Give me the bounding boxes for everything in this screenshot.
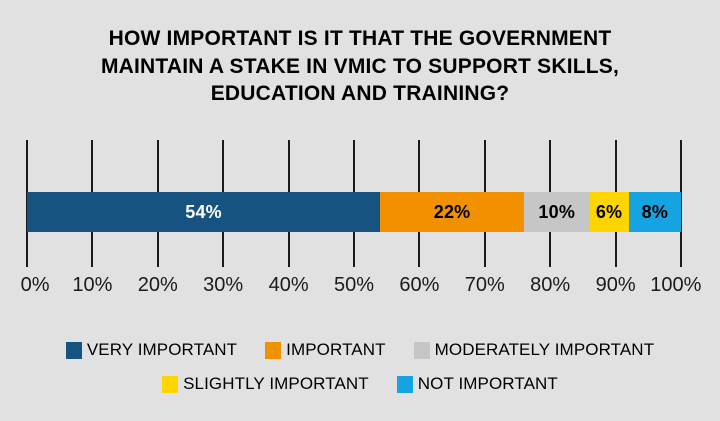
legend-swatch-icon bbox=[396, 375, 413, 393]
legend-item-slightly-important: SLIGHTLY IMPORTANT bbox=[162, 374, 369, 394]
bar-segment-important: 22% bbox=[380, 192, 525, 232]
legend-label: IMPORTANT bbox=[286, 340, 386, 359]
legend-row-2: SLIGHTLY IMPORTANT NOT IMPORTANT bbox=[162, 374, 558, 394]
bar-segment-value-label: 8% bbox=[641, 201, 669, 222]
legend-row-1: VERY IMPORTANT IMPORTANT MODERATELY IMPORT… bbox=[65, 340, 655, 360]
x-tick-label-0-: 0% bbox=[20, 274, 50, 296]
bar-segment-not-important: 8% bbox=[628, 192, 681, 232]
bar-segment-value-label: 54% bbox=[185, 201, 222, 222]
x-tick-label-90-: 90% bbox=[595, 274, 636, 296]
x-tick-label-80-: 80% bbox=[530, 274, 571, 296]
x-tick-label-60-: 60% bbox=[399, 274, 440, 296]
x-tick-label-40-: 40% bbox=[268, 274, 309, 296]
bar-segment-moderately-important: 10% bbox=[524, 192, 590, 232]
chart-title-line-3: EDUCATION AND TRAINING? bbox=[210, 82, 510, 105]
bar-segment-value-label: 22% bbox=[433, 201, 471, 222]
legend-item-moderately-important: MODERATELY IMPORTANT bbox=[413, 340, 655, 360]
x-tick-label-10-: 10% bbox=[72, 274, 113, 296]
x-axis-tick-labels: 0% 10% 20% 30% 40% 50% 60% 70% 80% 90% 100% bbox=[21, 274, 702, 298]
legend-swatch-icon bbox=[265, 341, 282, 359]
legend-swatch-icon bbox=[162, 375, 179, 393]
gridline-100- bbox=[680, 140, 682, 267]
chart-title-line-2: MAINTAIN A STAKE IN VMIC TO SUPPORT SKIL… bbox=[100, 54, 620, 78]
bar-segment-slightly-important: 6% bbox=[589, 192, 629, 232]
legend-item-very-important: VERY IMPORTANT bbox=[65, 340, 238, 360]
legend-label: NOT IMPORTANT bbox=[417, 374, 558, 393]
legend-swatch-icon bbox=[65, 341, 82, 359]
x-tick-label-30-: 30% bbox=[203, 274, 244, 296]
x-tick-label-100-: 100% bbox=[650, 274, 702, 296]
legend: VERY IMPORTANT IMPORTANT MODERATELY IMPORT… bbox=[0, 340, 720, 394]
x-tick-label-20-: 20% bbox=[137, 274, 178, 296]
legend-label: SLIGHTLY IMPORTANT bbox=[183, 374, 369, 393]
legend-item-important: IMPORTANT bbox=[265, 340, 386, 360]
legend-label: VERY IMPORTANT bbox=[86, 340, 238, 359]
x-tick-label-50-: 50% bbox=[333, 274, 375, 296]
stacked-bar-chart: 54% 22% 10% 6% 8% 0% 10% 20% 30% 40% 50% 60% 70% 80%… bbox=[21, 140, 702, 300]
legend-swatch-icon bbox=[413, 341, 430, 359]
bar-segment-value-label: 10% bbox=[538, 201, 576, 222]
legend-item-not-important: NOT IMPORTANT bbox=[396, 374, 558, 394]
stacked-bar: 54% 22% 10% 6% 8% bbox=[27, 192, 681, 232]
legend-label: MODERATELY IMPORTANT bbox=[434, 340, 655, 359]
bar-segment-very-important: 54% bbox=[27, 192, 381, 232]
chart-title-line-1: HOW IMPORTANT IS IT THAT THE GOVERNMENT bbox=[108, 27, 612, 50]
bar-segment-value-label: 6% bbox=[595, 201, 623, 222]
chart-title: HOW IMPORTANT IS IT THAT THE GOVERNMENT … bbox=[0, 25, 720, 108]
x-tick-label-70-: 70% bbox=[464, 274, 505, 296]
